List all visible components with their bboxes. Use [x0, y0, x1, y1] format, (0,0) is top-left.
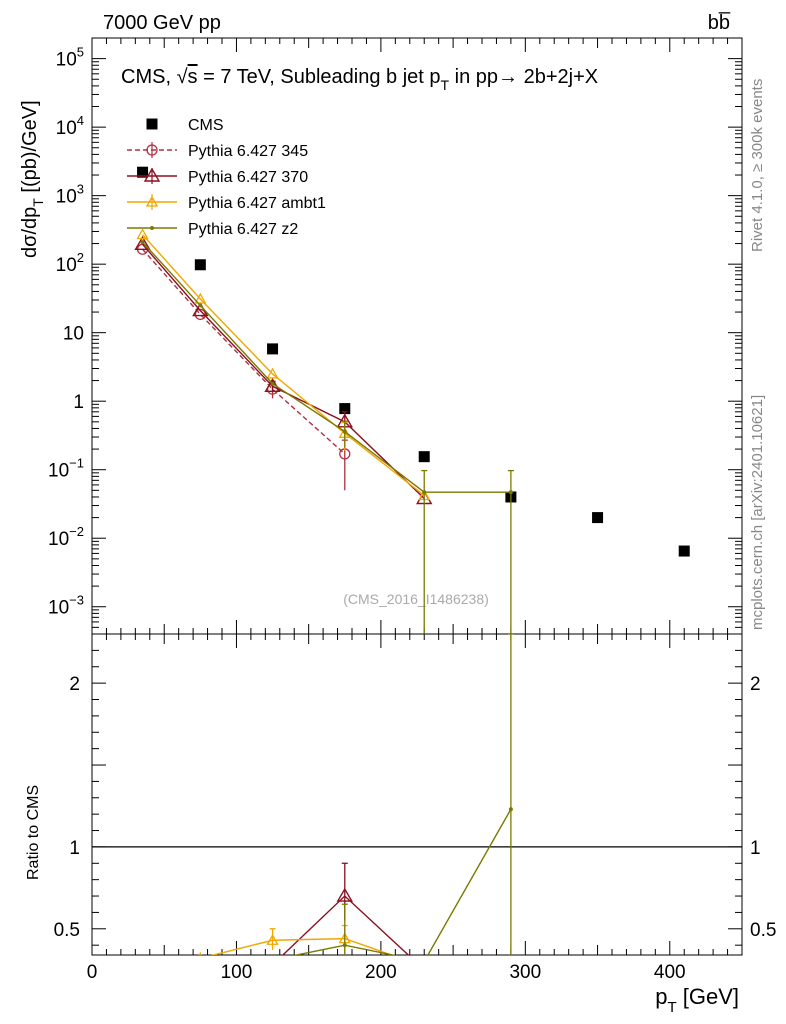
y-tick-label: 105 — [56, 45, 84, 71]
ratio-point-2 — [141, 992, 145, 996]
ratio-point-1 — [138, 986, 148, 995]
data-point-2 — [134, 235, 151, 250]
data-point-3 — [136, 228, 149, 240]
data-point-0 — [418, 451, 430, 463]
data-point-0 — [137, 166, 149, 178]
ratio-point-0 — [193, 969, 207, 981]
legend-marker — [146, 144, 158, 156]
data-point-3 — [266, 367, 279, 379]
ratio-point-0 — [136, 989, 150, 1001]
ratio-point-2 — [198, 968, 202, 972]
x-tick-label: 100 — [221, 962, 253, 983]
ratio-point-2 — [342, 943, 347, 948]
rivet-version-label: Rivet 4.1.0, ≥ 300k events — [749, 79, 766, 252]
x-tick-label: 0 — [87, 962, 98, 983]
ratio-y-tick-label-right: 1 — [750, 838, 761, 859]
y-tick-label: 10−3 — [48, 593, 84, 619]
y-tick-label: 10−2 — [48, 524, 84, 550]
process-label: bb̅ — [708, 11, 731, 34]
series-line-3 — [142, 234, 425, 497]
y-tick-label: 10 — [63, 324, 84, 345]
ratio-y-tick-label-right: 2 — [750, 674, 761, 695]
legend-marker — [146, 118, 158, 130]
ratio-line-2 — [293, 808, 512, 955]
data-point-4 — [508, 490, 513, 495]
mcplots-source-label: mcplots.cern.ch [arXiv:2401.10621] — [749, 395, 766, 630]
ratio-y-tick-label: 2 — [69, 674, 80, 695]
data-point-1 — [194, 308, 206, 321]
series-line-1 — [142, 248, 346, 455]
legend-marker — [145, 195, 159, 207]
data-point-4 — [270, 381, 275, 386]
ratio-point-0 — [336, 887, 353, 902]
data-point-0 — [592, 512, 604, 524]
main-plot-area — [134, 166, 690, 634]
data-point-0 — [194, 259, 206, 271]
analysis-watermark: (CMS_2016_I1486238) — [343, 591, 489, 607]
ratio-point-2 — [422, 960, 426, 964]
y-tick-label: 10−1 — [48, 456, 84, 482]
data-point-0 — [339, 403, 351, 415]
data-point-4 — [342, 429, 347, 434]
legend: CMS Pythia 6.427 345 Pythia 6.427 370 Pythi… — [127, 117, 326, 238]
ratio-point-0 — [417, 963, 431, 975]
data-point-4 — [140, 240, 145, 245]
y-tick-label: 102 — [56, 250, 84, 276]
legend-marker — [143, 167, 161, 182]
data-point-4 — [198, 303, 203, 308]
data-point-0 — [678, 545, 690, 557]
ratio-point-1 — [419, 961, 429, 970]
legend-label: CMS — [188, 117, 224, 134]
x-tick-label: 400 — [654, 962, 686, 983]
ratio-ylabel: Ratio to CMS — [25, 785, 42, 880]
main-ylabel: dσ/dpT [(pb)/GeV] — [19, 100, 46, 258]
legend-label: Pythia 6.427 370 — [188, 169, 308, 186]
y-tick-label: 104 — [56, 113, 84, 139]
legend-marker — [150, 226, 154, 230]
y-tick-label: 1 — [73, 392, 84, 413]
energy-label: 7000 GeV pp — [103, 12, 221, 34]
data-point-4 — [422, 490, 427, 495]
ratio-line-0 — [281, 895, 410, 955]
main-title: CMS, √s = 7 TeV, Subleading b jet pT in … — [121, 66, 598, 93]
ratio-y-tick-label: 0.5 — [54, 920, 80, 941]
x-axis-label: pT [GeV] — [655, 984, 739, 1016]
main-axes: 10−3 10−2 10−1 1 10 102 103 104 105 — [48, 38, 743, 634]
data-point-0 — [267, 343, 279, 355]
ratio-point-2 — [271, 958, 275, 962]
data-point-3 — [194, 292, 207, 304]
ratio-plot-area — [92, 634, 742, 1001]
ratio-point-2 — [508, 807, 513, 812]
legend-label: Pythia 6.427 345 — [188, 143, 308, 160]
x-tick-label: 300 — [509, 962, 541, 983]
y-tick-label: 103 — [56, 182, 84, 208]
ratio-point-1 — [266, 933, 279, 945]
x-tick-label: 200 — [365, 962, 397, 983]
ratio-axes: 0 100 200 300 400 0.5 0.5 1 1 2 2 — [54, 634, 776, 983]
ratio-y-tick-label: 1 — [69, 838, 80, 859]
legend-label: Pythia 6.427 z2 — [188, 221, 298, 238]
legend-label: Pythia 6.427 ambt1 — [188, 195, 326, 212]
ratio-point-0 — [266, 958, 280, 970]
ratio-y-tick-label-right: 0.5 — [750, 920, 776, 941]
series-line-4 — [142, 241, 511, 493]
ratio-panel-frame — [91, 633, 743, 956]
